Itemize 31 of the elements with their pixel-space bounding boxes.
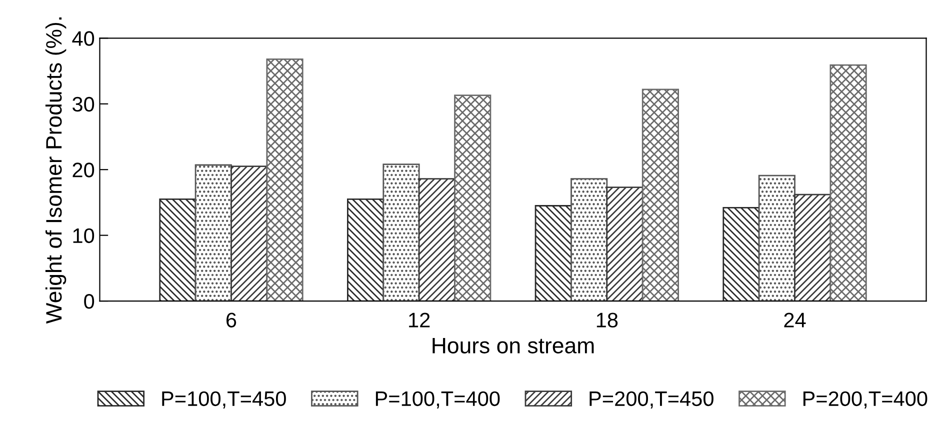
y-axis-title: Weight of Isomer Products (%). xyxy=(45,17,66,324)
y-tick-label: 10 xyxy=(73,228,94,244)
x-tick-label: 24 xyxy=(784,312,806,328)
bar xyxy=(794,194,832,302)
legend-label: P=100,T=450 xyxy=(162,391,286,409)
bar xyxy=(606,186,644,302)
bar xyxy=(454,94,492,302)
y-tick-label: 40 xyxy=(72,31,94,46)
legend-label: P=200,T=400 xyxy=(803,391,928,409)
legend-label: P=100,T=400 xyxy=(376,391,500,409)
x-tick-label: 12 xyxy=(409,312,430,328)
bar xyxy=(159,198,196,302)
bar xyxy=(347,198,384,302)
bar xyxy=(830,64,867,302)
y-tick-label: 0 xyxy=(84,294,94,309)
x-axis-title: Hours on stream xyxy=(432,338,594,354)
bar xyxy=(194,164,232,302)
bar xyxy=(758,174,796,302)
x-tick-label: 18 xyxy=(596,312,618,328)
bar xyxy=(266,58,304,302)
bar xyxy=(642,88,679,302)
x-tick-label: 6 xyxy=(226,312,236,328)
bar xyxy=(418,178,456,302)
bar xyxy=(534,205,572,302)
bar xyxy=(570,178,608,302)
bar xyxy=(382,164,420,302)
legend-label: P=200,T=450 xyxy=(590,391,714,409)
y-tick-label: 20 xyxy=(72,162,94,178)
y-tick-label: 30 xyxy=(72,96,94,112)
bar xyxy=(230,166,268,302)
bar xyxy=(722,207,760,302)
